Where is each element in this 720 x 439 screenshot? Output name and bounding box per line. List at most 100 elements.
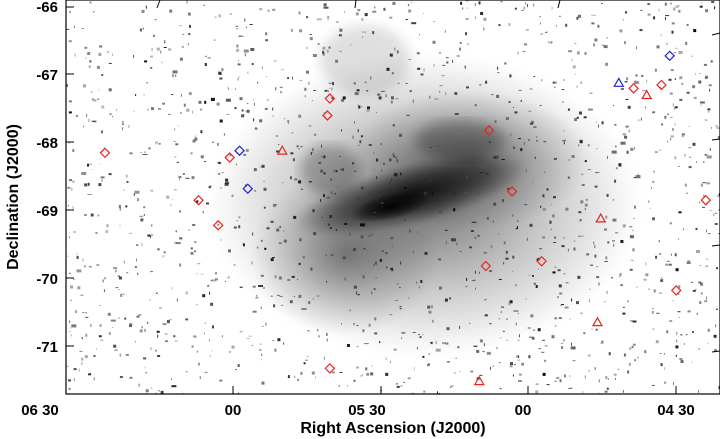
point-source	[384, 252, 388, 255]
point-source	[276, 294, 280, 296]
point-source	[346, 385, 348, 387]
point-source	[330, 178, 333, 181]
point-source	[483, 27, 485, 31]
point-source	[229, 154, 231, 157]
point-source	[151, 107, 154, 111]
point-source	[389, 314, 393, 316]
point-source	[370, 372, 374, 376]
point-source	[670, 253, 672, 256]
point-source	[700, 282, 704, 286]
x-tick-label: 05 30	[348, 402, 386, 419]
point-source	[157, 355, 161, 357]
red-triangle-marker	[595, 212, 607, 223]
point-source	[323, 6, 329, 9]
point-source	[474, 104, 477, 107]
point-source	[281, 182, 284, 184]
point-source	[191, 345, 194, 348]
point-source	[252, 232, 254, 236]
point-source	[589, 92, 593, 94]
point-source	[488, 141, 491, 143]
point-source	[297, 279, 299, 280]
point-source	[134, 266, 137, 268]
point-source	[553, 242, 557, 243]
point-source	[135, 341, 137, 343]
point-source	[371, 216, 375, 218]
point-source	[607, 155, 608, 159]
point-source	[390, 100, 393, 104]
point-source	[279, 226, 281, 228]
point-source	[81, 362, 83, 366]
point-source	[584, 160, 587, 163]
point-source	[467, 43, 469, 46]
point-source	[683, 343, 685, 345]
point-source	[570, 346, 576, 350]
point-source	[645, 262, 647, 266]
point-source	[660, 278, 664, 282]
point-source	[212, 325, 214, 329]
point-source	[412, 332, 416, 333]
point-source	[85, 57, 87, 59]
point-source	[700, 183, 703, 187]
point-source	[235, 369, 237, 370]
point-source	[714, 349, 717, 352]
point-source	[115, 269, 117, 273]
point-source	[718, 386, 720, 389]
point-source	[464, 192, 467, 194]
point-source	[453, 192, 456, 195]
point-source	[403, 219, 406, 222]
point-source	[386, 67, 390, 71]
point-source	[418, 286, 420, 289]
point-source	[178, 177, 180, 181]
point-source	[101, 179, 103, 182]
point-source	[321, 216, 323, 218]
point-source	[597, 24, 600, 28]
point-source	[500, 337, 502, 339]
point-source	[327, 90, 329, 93]
point-source	[338, 384, 340, 387]
point-source	[479, 172, 484, 174]
point-source	[678, 211, 682, 214]
point-source	[408, 9, 412, 13]
point-source	[333, 193, 336, 195]
point-source	[287, 375, 290, 379]
point-source	[715, 125, 719, 127]
point-source	[480, 12, 484, 15]
point-source	[627, 105, 631, 109]
point-source	[249, 24, 253, 25]
point-source	[619, 276, 621, 278]
point-source	[628, 362, 631, 366]
point-source	[498, 24, 501, 27]
point-source	[670, 138, 672, 141]
point-source	[587, 169, 591, 171]
point-source	[287, 77, 290, 80]
point-source	[344, 223, 348, 225]
point-source	[551, 335, 555, 339]
point-source	[219, 162, 221, 164]
point-source	[340, 168, 344, 170]
point-source	[395, 383, 398, 385]
point-source	[505, 257, 509, 260]
point-source	[462, 7, 464, 10]
point-source	[669, 222, 672, 225]
point-source	[119, 207, 121, 211]
point-source	[534, 156, 536, 159]
point-source	[274, 275, 277, 279]
point-source	[624, 41, 626, 45]
point-source	[512, 270, 514, 272]
point-source	[516, 355, 520, 358]
point-source	[194, 241, 197, 243]
point-source	[571, 298, 573, 302]
point-source	[653, 289, 656, 293]
point-source	[688, 126, 690, 128]
point-source	[492, 365, 495, 367]
point-source	[551, 6, 553, 10]
point-source	[68, 387, 71, 390]
point-source	[489, 270, 493, 273]
point-source	[217, 71, 221, 73]
point-source	[303, 362, 306, 365]
point-source	[373, 212, 377, 214]
point-source	[175, 242, 181, 245]
point-source	[399, 308, 402, 310]
point-source	[261, 381, 265, 385]
point-source	[79, 350, 83, 352]
